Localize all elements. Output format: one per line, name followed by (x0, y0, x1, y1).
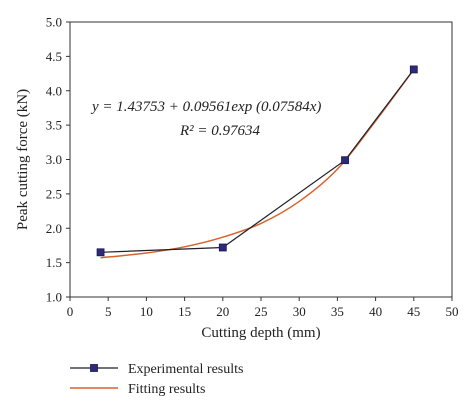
x-tick-label: 50 (446, 304, 459, 319)
r-squared-annotation: R² = 0.97634 (179, 123, 261, 139)
y-tick-label: 1.0 (46, 290, 62, 305)
legend-label-fitting: Fitting results (128, 382, 205, 397)
y-axis-title: Peak cutting force (kN) (15, 89, 31, 230)
y-tick-label: 5.0 (46, 15, 62, 30)
experimental-point (218, 243, 227, 252)
y-tick-label: 2.0 (46, 221, 62, 236)
x-axis-title: Cutting depth (mm) (201, 325, 320, 341)
experimental-point (409, 65, 418, 74)
experimental-results-line (100, 69, 415, 253)
x-tick-label: 0 (67, 304, 74, 319)
legend: Experimental results Fitting results (70, 362, 243, 397)
legend-label-experimental: Experimental results (128, 362, 243, 377)
x-axis-ticks: 0 5 10 15 20 25 30 35 40 45 50 (67, 297, 459, 319)
y-tick-label: 2.5 (46, 186, 62, 201)
x-tick-label: 45 (407, 304, 420, 319)
y-tick-label: 1.5 (46, 255, 62, 270)
x-tick-label: 5 (105, 304, 112, 319)
series-layer (96, 65, 418, 259)
y-tick-label: 4.5 (46, 49, 62, 64)
y-tick-label: 3.5 (46, 118, 62, 133)
experimental-point (96, 248, 105, 257)
legend-marker-experimental (90, 364, 98, 372)
fit-equation-annotation: y = 1.43753 + 0.09561exp (0.07584x) (90, 99, 321, 115)
experimental-point (341, 156, 349, 165)
y-axis-ticks: 1.0 1.5 2.0 2.5 3.0 3.5 4.0 4.5 5.0 (46, 15, 70, 305)
x-tick-label: 40 (369, 304, 382, 319)
x-tick-label: 10 (140, 304, 153, 319)
y-tick-label: 3.0 (46, 152, 62, 167)
fitting-results-curve (100, 68, 415, 259)
x-tick-label: 20 (216, 304, 229, 319)
x-tick-label: 15 (178, 304, 191, 319)
x-tick-label: 30 (293, 304, 306, 319)
x-tick-label: 35 (331, 304, 344, 319)
y-tick-label: 4.0 (46, 83, 62, 98)
x-tick-label: 25 (255, 304, 268, 319)
